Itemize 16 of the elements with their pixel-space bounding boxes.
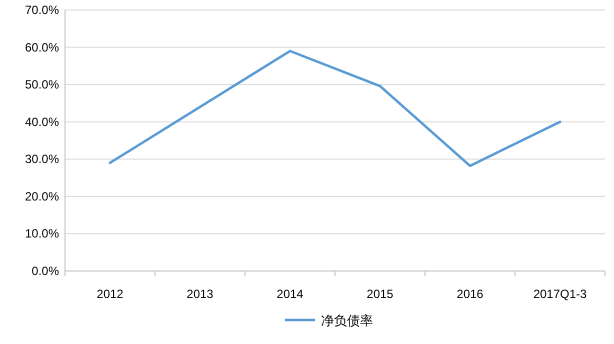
- y-tick-label: 70.0%: [24, 3, 60, 17]
- y-tick-label: 30.0%: [24, 152, 60, 166]
- y-tick-label: 10.0%: [24, 226, 60, 241]
- line-series: [108, 50, 562, 168]
- x-tick-label: 2013: [186, 287, 214, 301]
- legend-label: 净负债率: [321, 313, 373, 328]
- y-tick-label: 60.0%: [24, 40, 60, 54]
- y-tick-label: 0.0%: [32, 264, 60, 278]
- y-tick-label: 50.0%: [24, 78, 60, 92]
- x-tick-label: 2012: [96, 287, 124, 301]
- x-tick-label: 2017Q1-3: [533, 287, 588, 301]
- x-tick-label: 2016: [456, 287, 484, 301]
- x-tick-label: 2014: [276, 287, 304, 301]
- y-tick-label: 40.0%: [24, 114, 60, 129]
- x-tick-label: 2015: [366, 287, 394, 301]
- y-tick-label: 20.0%: [24, 189, 60, 204]
